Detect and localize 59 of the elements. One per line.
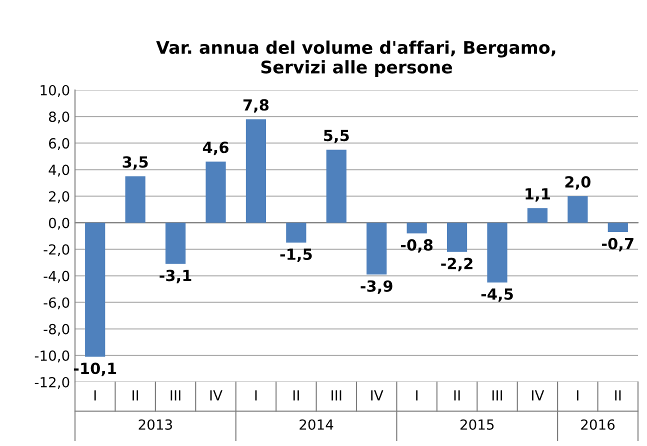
x-tick-label: II [454, 390, 460, 400]
data-label: -0,7 [602, 238, 634, 252]
y-tick-label: 2,0 [49, 191, 70, 204]
text: 2014 [300, 419, 334, 430]
y-tick-label: -8,0 [44, 324, 70, 336]
bar [527, 208, 548, 223]
x-tick-label: I [576, 390, 578, 400]
y-tick-label: -2,0 [44, 244, 70, 256]
text: 2016 [581, 419, 615, 430]
x-tick-label: I [255, 390, 257, 400]
chart-title: Var. annua del volume d'affari, Bergamo, Servizi alle persone [156, 40, 556, 77]
bar [568, 196, 588, 223]
bar [487, 222, 508, 282]
bar [446, 222, 468, 252]
data-label: -3,1 [160, 270, 192, 284]
data-label: -1,5 [280, 248, 312, 262]
bar [608, 222, 628, 232]
x-tick-label: IV [532, 390, 544, 400]
x-tick-label: II [615, 390, 621, 400]
y-tick-label: -10,0 [34, 350, 70, 362]
text: 2013 [138, 419, 172, 430]
x-tick-label: IV [371, 390, 384, 400]
y-tick-label: -4,0 [44, 270, 70, 283]
data-label: -3,9 [360, 280, 392, 294]
y-tick-label: 6,0 [49, 138, 70, 150]
x-tick-label: I [416, 390, 418, 400]
bar [85, 222, 106, 357]
y-tick-label: -12,0 [34, 376, 70, 389]
bar [206, 162, 226, 223]
data-label: 3,5 [122, 156, 148, 170]
y-tick-label: 4,0 [48, 164, 70, 177]
y-tick-label: 8,0 [48, 112, 70, 124]
x-tick-label: II [132, 390, 138, 400]
y-tick-label: 0,0 [48, 218, 70, 230]
data-label: 5,5 [324, 130, 349, 144]
data-label: -10,1 [74, 362, 116, 376]
data-label: 4,6 [202, 142, 228, 156]
bar [246, 119, 266, 223]
y-tick-label: 10,0 [40, 84, 70, 97]
data-label: 1,1 [526, 188, 550, 202]
bar [286, 222, 306, 243]
bar [366, 222, 387, 274]
data-label: -4,5 [481, 288, 513, 302]
text: 2015 [460, 419, 494, 430]
data-label: 2,0 [565, 176, 590, 190]
x-tick-label: IV [210, 390, 222, 400]
x-tick-label: II [293, 390, 299, 400]
bar [165, 222, 186, 264]
x-tick-label: I [94, 390, 96, 400]
data-label: 7,8 [243, 99, 269, 113]
data-label: -0,8 [400, 239, 433, 253]
data-label: -2,2 [441, 258, 472, 272]
y-tick-label: -6,0 [44, 297, 70, 310]
bar [406, 222, 427, 234]
bar [326, 150, 346, 223]
bar [125, 176, 146, 223]
x-tick-label: III [332, 390, 342, 400]
x-tick-label: III [170, 390, 180, 400]
x-tick-label: III [492, 390, 502, 400]
